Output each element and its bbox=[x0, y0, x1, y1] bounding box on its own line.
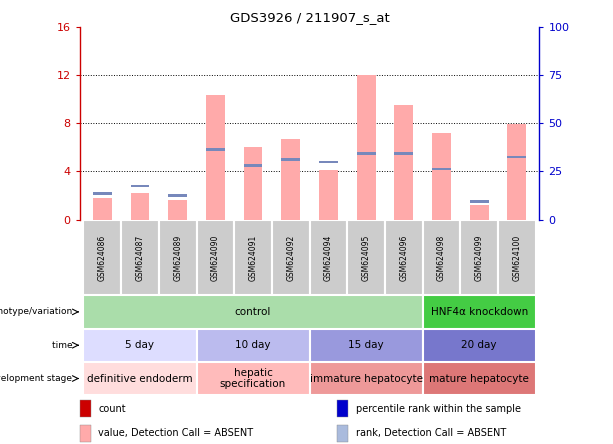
Text: GSM624091: GSM624091 bbox=[248, 234, 257, 281]
Bar bbox=[243, 164, 262, 167]
Bar bbox=[422, 362, 536, 395]
Bar bbox=[206, 95, 225, 220]
Bar bbox=[460, 220, 498, 295]
Bar bbox=[159, 220, 197, 295]
Bar bbox=[508, 156, 526, 159]
Text: definitive endoderm: definitive endoderm bbox=[87, 373, 193, 384]
Bar bbox=[83, 329, 197, 362]
Bar bbox=[80, 400, 91, 417]
Bar bbox=[347, 220, 385, 295]
Bar bbox=[394, 105, 413, 220]
Text: GSM624094: GSM624094 bbox=[324, 234, 333, 281]
Bar bbox=[121, 220, 159, 295]
Bar bbox=[385, 220, 422, 295]
Bar bbox=[310, 220, 347, 295]
Text: GSM624092: GSM624092 bbox=[286, 234, 295, 281]
Text: GSM624089: GSM624089 bbox=[173, 234, 182, 281]
Bar bbox=[357, 152, 376, 155]
Bar bbox=[83, 220, 121, 295]
Text: time: time bbox=[51, 341, 75, 350]
Bar bbox=[83, 295, 422, 329]
Text: 5 day: 5 day bbox=[126, 340, 154, 350]
Bar bbox=[168, 201, 187, 220]
Text: immature hepatocyte: immature hepatocyte bbox=[310, 373, 422, 384]
Title: GDS3926 / 211907_s_at: GDS3926 / 211907_s_at bbox=[230, 11, 389, 24]
Bar bbox=[197, 362, 310, 395]
Bar bbox=[470, 200, 489, 203]
Bar bbox=[422, 329, 536, 362]
Bar bbox=[422, 220, 460, 295]
Bar bbox=[93, 198, 112, 220]
Text: GSM624095: GSM624095 bbox=[362, 234, 371, 281]
Bar bbox=[422, 295, 536, 329]
Bar bbox=[272, 220, 310, 295]
Text: genotype/variation: genotype/variation bbox=[0, 307, 75, 317]
Text: 20 day: 20 day bbox=[462, 340, 497, 350]
Text: percentile rank within the sample: percentile rank within the sample bbox=[356, 404, 520, 414]
Bar bbox=[281, 139, 300, 220]
Bar bbox=[319, 170, 338, 220]
Text: GSM624100: GSM624100 bbox=[512, 234, 521, 281]
Bar bbox=[498, 220, 536, 295]
Bar bbox=[131, 185, 150, 187]
Text: 15 day: 15 day bbox=[348, 340, 384, 350]
Bar bbox=[197, 220, 234, 295]
Bar bbox=[508, 124, 526, 220]
Text: GSM624087: GSM624087 bbox=[135, 234, 145, 281]
Text: GSM624090: GSM624090 bbox=[211, 234, 220, 281]
Text: mature hepatocyte: mature hepatocyte bbox=[429, 373, 529, 384]
Bar bbox=[197, 329, 310, 362]
Bar bbox=[131, 193, 150, 220]
Bar bbox=[310, 362, 422, 395]
Bar bbox=[432, 133, 451, 220]
Text: GSM624086: GSM624086 bbox=[98, 234, 107, 281]
Text: rank, Detection Call = ABSENT: rank, Detection Call = ABSENT bbox=[356, 428, 506, 438]
Text: hepatic
specification: hepatic specification bbox=[220, 368, 286, 389]
Bar bbox=[337, 400, 348, 417]
Text: GSM624096: GSM624096 bbox=[399, 234, 408, 281]
Text: GSM624098: GSM624098 bbox=[437, 234, 446, 281]
Bar bbox=[80, 425, 91, 442]
Text: 10 day: 10 day bbox=[235, 340, 271, 350]
Bar bbox=[83, 362, 197, 395]
Bar bbox=[394, 152, 413, 155]
Bar bbox=[168, 194, 187, 197]
Bar bbox=[319, 161, 338, 163]
Text: HNF4α knockdown: HNF4α knockdown bbox=[430, 307, 528, 317]
Bar bbox=[357, 75, 376, 220]
Text: value, Detection Call = ABSENT: value, Detection Call = ABSENT bbox=[98, 428, 253, 438]
Bar bbox=[310, 329, 422, 362]
Bar bbox=[243, 147, 262, 220]
Bar bbox=[470, 205, 489, 220]
Bar bbox=[281, 158, 300, 161]
Bar bbox=[234, 220, 272, 295]
Text: GSM624099: GSM624099 bbox=[474, 234, 484, 281]
Bar bbox=[206, 148, 225, 151]
Bar bbox=[337, 425, 348, 442]
Bar bbox=[93, 192, 112, 194]
Text: count: count bbox=[98, 404, 126, 414]
Bar bbox=[432, 168, 451, 170]
Text: development stage: development stage bbox=[0, 374, 75, 383]
Text: control: control bbox=[235, 307, 271, 317]
